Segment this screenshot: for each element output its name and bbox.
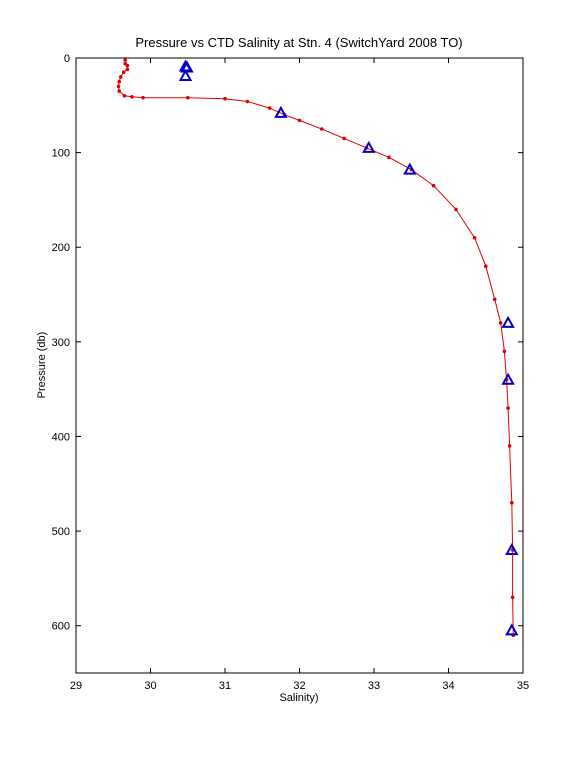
y-tick-label: 0 <box>64 53 70 65</box>
x-tick-label: 30 <box>144 680 156 692</box>
ctd-data-point <box>492 297 497 302</box>
ctd-data-point <box>123 58 127 62</box>
ctd-data-point <box>223 96 227 101</box>
y-tick-label: 500 <box>52 526 70 538</box>
ctd-data-point <box>342 136 347 141</box>
plot-area <box>75 57 524 674</box>
ctd-data-point <box>125 67 130 72</box>
x-tick-label: 32 <box>293 680 305 692</box>
x-tick-label: 34 <box>442 680 454 692</box>
bottle-sample-marker <box>274 105 288 118</box>
bottle-sample-marker <box>178 68 193 81</box>
ctd-data-point <box>506 406 510 410</box>
ctd-data-point <box>431 183 436 188</box>
x-tick-label: 29 <box>70 680 82 692</box>
x-tick-label: 35 <box>517 680 529 692</box>
ctd-data-point <box>267 106 272 110</box>
ctd-data-point <box>117 89 121 93</box>
bottle-sample-marker <box>403 162 417 175</box>
bottle-sample-marker <box>505 542 519 555</box>
x-tick-label: 31 <box>219 680 231 692</box>
ctd-data-point <box>117 79 121 84</box>
ctd-data-point <box>472 236 477 240</box>
y-tick-label: 200 <box>52 242 70 254</box>
ctd-data-point <box>118 75 123 79</box>
ctd-data-point <box>484 264 488 269</box>
ctd-data-point <box>320 127 324 131</box>
ctd-data-point <box>297 118 302 123</box>
bottle-sample-marker <box>505 623 519 636</box>
ctd-data-point <box>510 595 515 600</box>
bottle-sample-marker <box>362 140 376 153</box>
ctd-data-point <box>121 70 126 74</box>
bottle-sample-marker <box>180 60 194 73</box>
ctd-data-point <box>454 207 458 212</box>
ctd-data-point <box>498 321 503 325</box>
ctd-data-point <box>186 95 190 100</box>
ctd-data-point <box>507 444 512 448</box>
y-tick-label: 600 <box>52 621 70 633</box>
y-tick-label: 400 <box>52 431 70 443</box>
ctd-data-point <box>387 155 391 160</box>
y-axis-label: Pressure (db) <box>36 332 48 399</box>
ctd-data-point <box>510 500 514 505</box>
ctd-data-point <box>122 94 127 98</box>
bottle-sample-marker <box>501 315 515 328</box>
y-tick-label: 300 <box>52 337 70 349</box>
ctd-data-point <box>130 95 134 99</box>
ctd-data-point <box>502 349 507 354</box>
ctd-data-point <box>125 63 130 68</box>
ctd-data-point <box>245 99 250 104</box>
chart-title: Pressure vs CTD Salinity at Stn. 4 (Swit… <box>135 35 462 50</box>
x-axis-label: Salinity) <box>279 692 318 704</box>
ctd-data-point <box>116 84 121 89</box>
bottle-sample-marker <box>501 372 515 385</box>
x-tick-label: 33 <box>368 680 380 692</box>
y-tick-label: 100 <box>52 148 70 160</box>
ctd-data-point <box>141 95 145 100</box>
